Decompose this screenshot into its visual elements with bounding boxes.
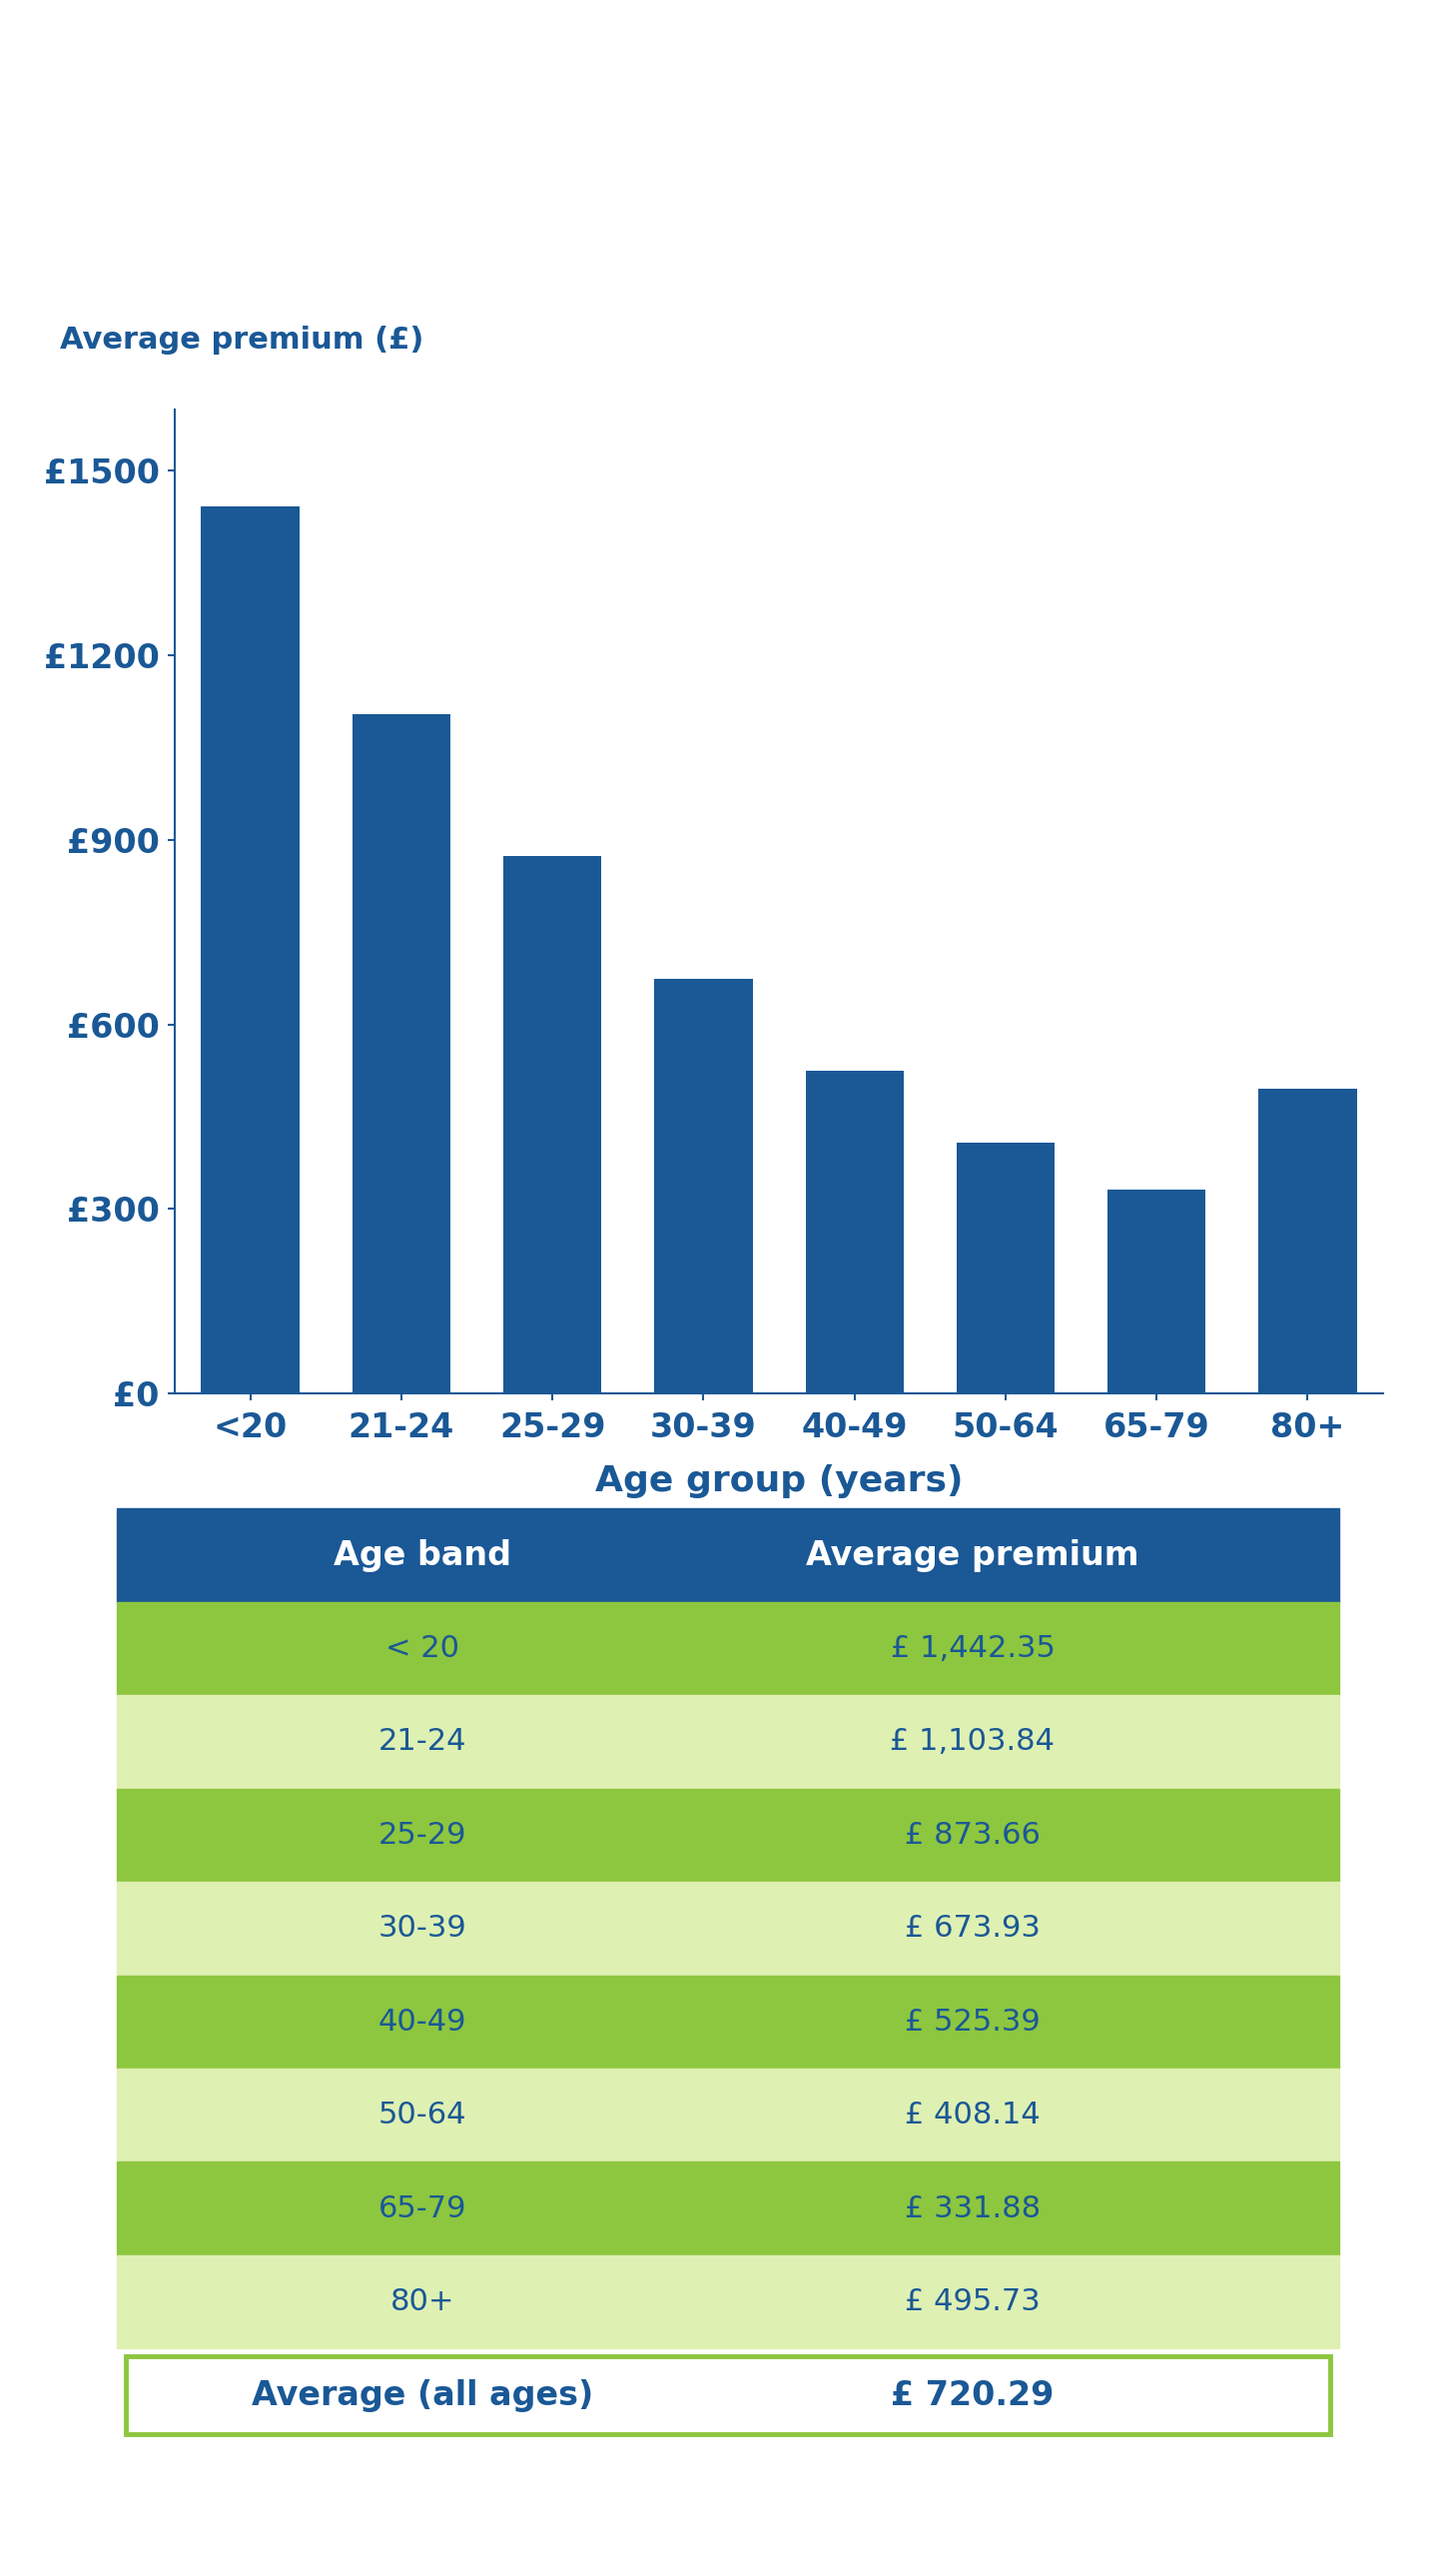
Text: 40-49: 40-49 (379, 2007, 466, 2035)
Text: Average (all ages): Average (all ages) (252, 2378, 593, 2411)
Text: 21-24: 21-24 (379, 1729, 466, 1757)
Text: 80+: 80+ (390, 2289, 454, 2317)
Text: £ 1,442.35: £ 1,442.35 (890, 1634, 1056, 1662)
Text: Average premium: Average premium (807, 1539, 1139, 1573)
Text: Average premium (£): Average premium (£) (60, 325, 424, 355)
Text: < 20: < 20 (386, 1634, 459, 1662)
Text: Average premium by age group: Average premium by age group (36, 89, 1420, 166)
Bar (116, 1601, 1340, 1695)
Text: £ 525.39: £ 525.39 (904, 2007, 1041, 2035)
Text: 25-29: 25-29 (379, 1821, 466, 1849)
Bar (116, 1509, 1340, 1601)
Bar (957, 1143, 1054, 1394)
Bar (116, 1790, 1340, 1882)
Text: Age band: Age band (333, 1539, 511, 1573)
Bar (116, 1882, 1340, 1977)
Bar (116, 2163, 1340, 2255)
Bar (116, 1695, 1340, 1790)
Bar (116, 2069, 1340, 2163)
Text: £ 673.93: £ 673.93 (904, 1915, 1041, 1943)
Text: £ 495.73: £ 495.73 (904, 2289, 1041, 2317)
Text: £ 1,103.84: £ 1,103.84 (890, 1729, 1056, 1757)
Text: £ 331.88: £ 331.88 (904, 2194, 1041, 2222)
Bar (352, 713, 450, 1394)
Bar (805, 1071, 904, 1394)
Bar (504, 857, 601, 1394)
Bar (1258, 1089, 1357, 1394)
Text: 50-64: 50-64 (379, 2102, 466, 2130)
Bar (127, 2355, 1329, 2434)
Text: £ 720.29: £ 720.29 (891, 2378, 1054, 2411)
Bar (654, 979, 753, 1394)
Text: £ 873.66: £ 873.66 (904, 1821, 1041, 1849)
Bar (201, 506, 300, 1394)
Text: 30-39: 30-39 (379, 1915, 466, 1943)
Text: 65-79: 65-79 (379, 2194, 466, 2222)
Bar (1108, 1189, 1206, 1394)
Bar (116, 1974, 1340, 2069)
Text: £ 408.14: £ 408.14 (904, 2102, 1041, 2130)
Bar (116, 2255, 1340, 2347)
X-axis label: Age group (years): Age group (years) (596, 1465, 962, 1498)
